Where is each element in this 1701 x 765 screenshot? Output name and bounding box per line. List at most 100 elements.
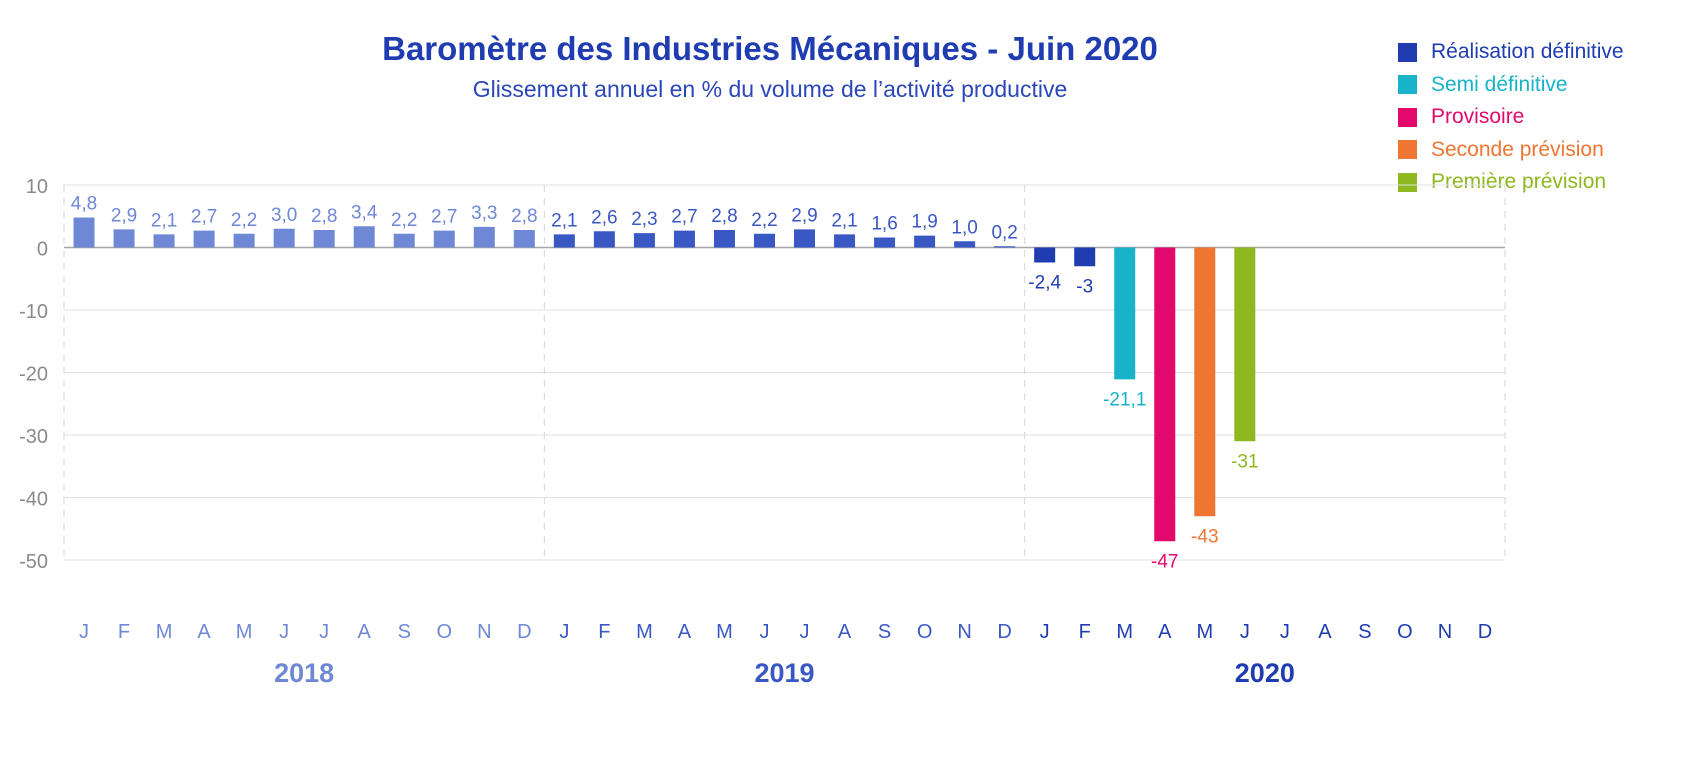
month-label: M [1196,621,1213,643]
month-label: O [917,621,933,643]
bars [73,217,1256,542]
bar [954,241,976,248]
data-label: 2,2 [391,210,417,231]
bar [673,230,695,248]
gridlines [63,184,1506,561]
data-label: 2,3 [631,209,657,230]
data-label: 1,0 [951,217,977,238]
year-label: 2019 [754,658,814,688]
legend-swatch-semi [1398,75,1417,95]
bar [1034,247,1056,263]
data-label: 2,1 [831,210,857,231]
month-label: J [1280,621,1290,643]
bar [433,230,455,248]
bar [233,233,255,248]
bar [193,230,215,248]
data-label: -21,1 [1103,389,1146,410]
year-label: 2018 [274,658,334,688]
bar [834,234,856,248]
bar [473,226,495,248]
data-label: 3,4 [351,202,378,223]
legend-label-provisoire: Provisoire [1431,105,1525,129]
month-label: N [957,621,971,643]
data-label: 2,2 [751,210,777,231]
bar [313,230,335,248]
month-label: M [156,621,173,643]
legend-label-semi: Semi définitive [1431,72,1568,96]
legend-item-premiere: Première prévision [1398,166,1624,199]
data-label: -2,4 [1028,273,1061,294]
month-label: A [1158,621,1172,643]
month-label: D [517,621,531,643]
month-label: N [477,621,491,643]
data-label: 2,8 [711,206,737,227]
data-label: -43 [1191,526,1218,547]
month-label: O [1397,621,1413,643]
data-label: -47 [1151,551,1178,572]
legend-swatch-seconde [1398,140,1417,160]
month-label: O [436,621,452,643]
data-label: 4,8 [71,194,97,215]
y-tick-label: 10 [26,176,48,198]
bar [874,237,896,248]
legend-swatch-premiere [1398,172,1417,192]
bar [1234,247,1256,442]
bar [713,230,735,248]
data-label: 2,8 [511,206,537,227]
data-label: 2,2 [231,210,257,231]
bar [73,217,95,248]
bar [994,246,1016,248]
bar [794,229,816,248]
bar [633,233,655,248]
month-label: A [678,621,692,643]
bar [113,229,135,248]
month-label: S [878,621,891,643]
month-label: A [838,621,852,643]
legend-item-semi: Semi définitive [1398,69,1624,102]
month-label: M [236,621,253,643]
data-label: 2,9 [791,205,817,226]
month-label: M [636,621,653,643]
y-tick-label: -30 [19,426,48,448]
month-label: J [1240,621,1250,643]
month-label: M [1116,621,1133,643]
bar [593,231,615,248]
bar [1154,247,1176,542]
legend: Réalisation définitive Semi définitive P… [1398,36,1624,199]
x-axis-year-labels: 2018 2019 2020 [274,658,1295,688]
data-label: 2,6 [591,207,617,228]
month-label: J [800,621,810,643]
data-label: 2,1 [551,210,577,231]
month-label: S [398,621,411,643]
legend-swatch-provisoire [1398,107,1417,127]
y-tick-label: -20 [19,364,48,386]
data-label: 1,9 [911,212,937,233]
legend-label-premiere: Première prévision [1431,170,1607,194]
y-tick-label: 0 [37,239,48,261]
bar [553,234,575,248]
year-label: 2020 [1235,658,1295,688]
month-label: A [197,621,211,643]
month-label: J [559,621,569,643]
month-label: N [1438,621,1452,643]
data-label: 2,1 [151,210,177,231]
month-label: J [79,621,89,643]
month-label: J [319,621,329,643]
chart-subtitle: Glissement annuel en % du volume de l’ac… [472,76,1068,102]
legend-label-definitive: Réalisation définitive [1431,40,1624,64]
month-label: D [1478,621,1492,643]
data-label: 3,3 [471,203,497,224]
y-tick-label: -40 [19,489,48,511]
bar [1114,247,1136,380]
month-label: D [997,621,1011,643]
month-label: J [279,621,289,643]
month-label: J [1040,621,1050,643]
month-label: S [1358,621,1371,643]
y-tick-label: -10 [19,301,48,323]
data-label: 2,8 [311,206,337,227]
bar [1074,247,1096,267]
legend-item-provisoire: Provisoire [1398,101,1624,134]
data-label: 0,2 [991,222,1017,243]
bar [153,234,175,248]
